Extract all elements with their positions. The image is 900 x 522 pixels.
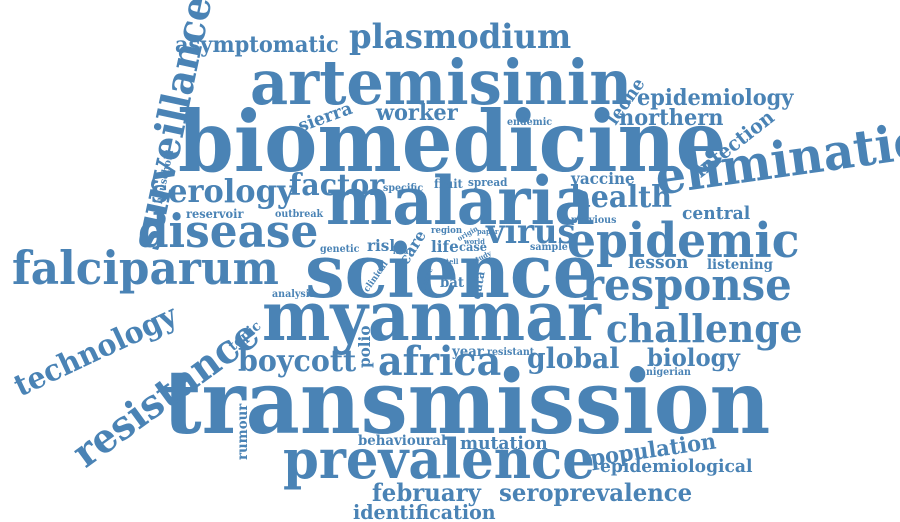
word: year — [452, 344, 484, 360]
word: global — [527, 342, 620, 375]
word: malaria — [326, 162, 595, 240]
word: listening — [707, 257, 773, 273]
word: endemic — [507, 117, 553, 128]
word: outbreak — [275, 209, 324, 220]
word: world — [464, 237, 485, 246]
word: artemisinin — [250, 46, 633, 119]
word: prevalence — [283, 427, 595, 491]
word: falciparum — [12, 241, 279, 295]
word: biomedicine — [178, 92, 727, 191]
word: epidemiology — [637, 85, 794, 111]
word: africa — [378, 338, 502, 385]
word: asymptomatic — [175, 32, 339, 58]
word: plasmodium — [349, 17, 572, 57]
word: response — [582, 260, 792, 311]
word: myanmar — [262, 277, 601, 357]
word: rumour — [235, 403, 251, 460]
word: specific — [383, 183, 424, 194]
word: virus — [486, 212, 576, 252]
word: epidemiological — [600, 456, 753, 477]
word: science — [305, 229, 598, 315]
word: biology — [647, 343, 740, 372]
word: seroprevalence — [499, 478, 693, 507]
word: local — [393, 247, 411, 256]
word: region — [431, 226, 463, 236]
word: life — [431, 237, 459, 256]
word: mutation — [460, 433, 548, 454]
word: bat — [440, 275, 465, 291]
word: fruit — [434, 177, 463, 191]
word: northern — [619, 105, 724, 131]
word: serology — [151, 172, 295, 210]
word: health — [570, 180, 673, 215]
word: sample — [530, 242, 568, 253]
word: genetic — [320, 244, 360, 255]
word: disease — [138, 204, 319, 258]
word: tell — [446, 257, 459, 266]
word: nigerian — [646, 367, 691, 378]
word: boycott — [238, 344, 357, 379]
word: case — [459, 240, 488, 254]
word: february — [372, 478, 481, 507]
word: challenge — [606, 306, 803, 351]
word: polio — [355, 325, 374, 368]
word: lesson — [628, 252, 689, 273]
word: resistant — [487, 347, 535, 358]
word: vaccine — [571, 169, 635, 188]
word: behavioural — [358, 433, 447, 449]
word: factor — [289, 168, 385, 203]
word: risk — [367, 236, 400, 255]
word: transmission — [163, 350, 771, 454]
word: epidemic — [567, 213, 800, 269]
word: central — [682, 203, 751, 224]
word: paper — [477, 227, 499, 236]
word: worker — [376, 100, 458, 126]
word: analysis — [272, 289, 315, 300]
word: reservoir — [186, 207, 244, 221]
word: previous — [571, 215, 617, 226]
word: identification — [353, 500, 496, 522]
word: spread — [468, 176, 508, 189]
